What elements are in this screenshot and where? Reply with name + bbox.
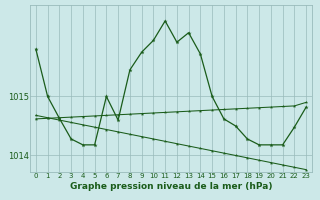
X-axis label: Graphe pression niveau de la mer (hPa): Graphe pression niveau de la mer (hPa) — [70, 182, 272, 191]
